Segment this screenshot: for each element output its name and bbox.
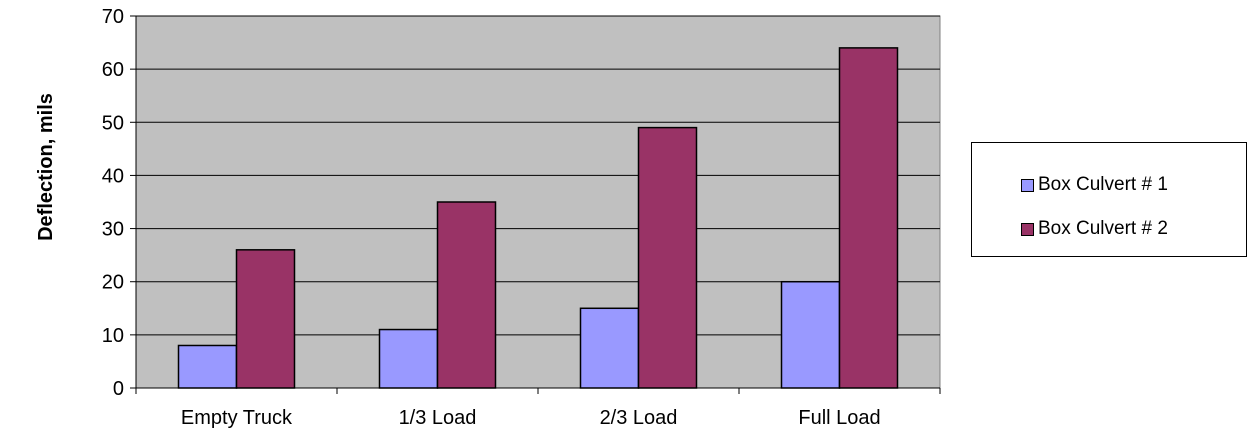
axes <box>130 15 941 394</box>
legend: Box Culvert # 1 Box Culvert # 2 <box>971 142 1247 257</box>
y-tick-label-7: 70 <box>102 6 124 28</box>
bar-series-1-2 <box>579 307 640 389</box>
y-tick-label-0: 0 <box>113 378 124 400</box>
bar-series-2-1 <box>436 201 497 389</box>
bar-series-1-0 <box>177 344 238 389</box>
tick-labels: 0 10 20 30 40 50 60 70 Empty Truck 1/3 Load 2/3 Lo… <box>102 6 881 429</box>
x-tick-label-3: Full Load <box>798 407 880 429</box>
bars <box>177 47 899 389</box>
bar-series-2-2 <box>637 126 698 389</box>
y-tick-label-6: 60 <box>102 59 124 81</box>
x-tick-label-1: 1/3 Load <box>399 407 477 429</box>
y-tick-label-4: 40 <box>102 165 124 187</box>
x-tick-label-0: Empty Truck <box>181 407 293 429</box>
legend-label-series-2: Box Culvert # 2 <box>1038 218 1168 239</box>
bar-series-2-3 <box>838 47 899 389</box>
x-tick-label-2: 2/3 Load <box>600 407 678 429</box>
bar-series-1-1 <box>378 328 439 389</box>
y-tick-label-3: 30 <box>102 219 124 241</box>
y-tick-label-1: 10 <box>102 325 124 347</box>
bar-series-1-3 <box>780 280 841 389</box>
y-tick-label-2: 20 <box>102 272 124 294</box>
legend-item-series-2: Box Culvert # 2 <box>1021 217 1168 241</box>
legend-swatch-series-1 <box>1021 178 1034 192</box>
legend-swatch-series-2 <box>1021 222 1034 236</box>
legend-item-series-1: Box Culvert # 1 <box>1021 173 1168 197</box>
y-axis-title: Deflection, mils <box>35 93 57 241</box>
y-tick-label-5: 50 <box>102 112 124 134</box>
legend-label-series-1: Box Culvert # 1 <box>1038 174 1168 195</box>
bar-series-2-0 <box>235 249 296 389</box>
